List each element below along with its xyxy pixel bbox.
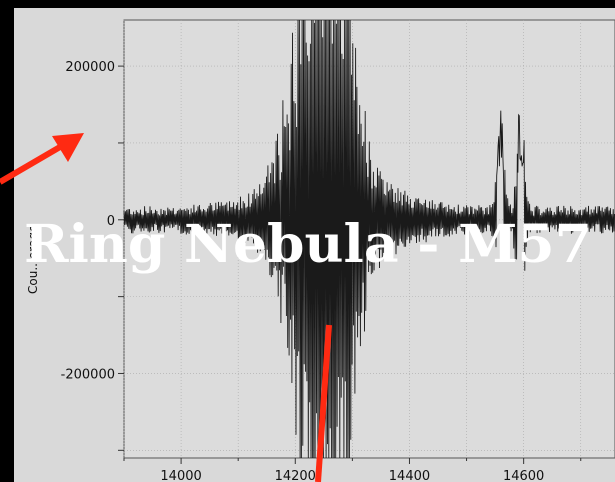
annotations — [0, 133, 332, 482]
y-axis-ticks: 200000 0 -200000 — [61, 60, 124, 451]
top-black-bar — [0, 0, 615, 8]
arrow-bottom-shaft — [315, 324, 332, 482]
spectrum-trace — [123, 19, 615, 459]
arrow-left-head — [52, 133, 84, 162]
x-tick-label: 14600 — [503, 469, 544, 482]
x-axis-ticks: 14000 14200 14400 14600 — [123, 458, 582, 482]
y-tick-label: -200000 — [61, 367, 115, 382]
x-tick-label: 14200 — [275, 469, 316, 482]
y-tick-label: 0 — [107, 214, 115, 229]
overlay-title: Ring Nebula - M57 — [24, 214, 592, 275]
x-tick-label: 14400 — [389, 469, 430, 482]
y-axis-label: Cou...erage — [26, 225, 40, 294]
y-tick-label: 200000 — [65, 60, 115, 75]
x-tick-label: 14000 — [160, 469, 201, 482]
left-black-bar — [0, 0, 14, 482]
